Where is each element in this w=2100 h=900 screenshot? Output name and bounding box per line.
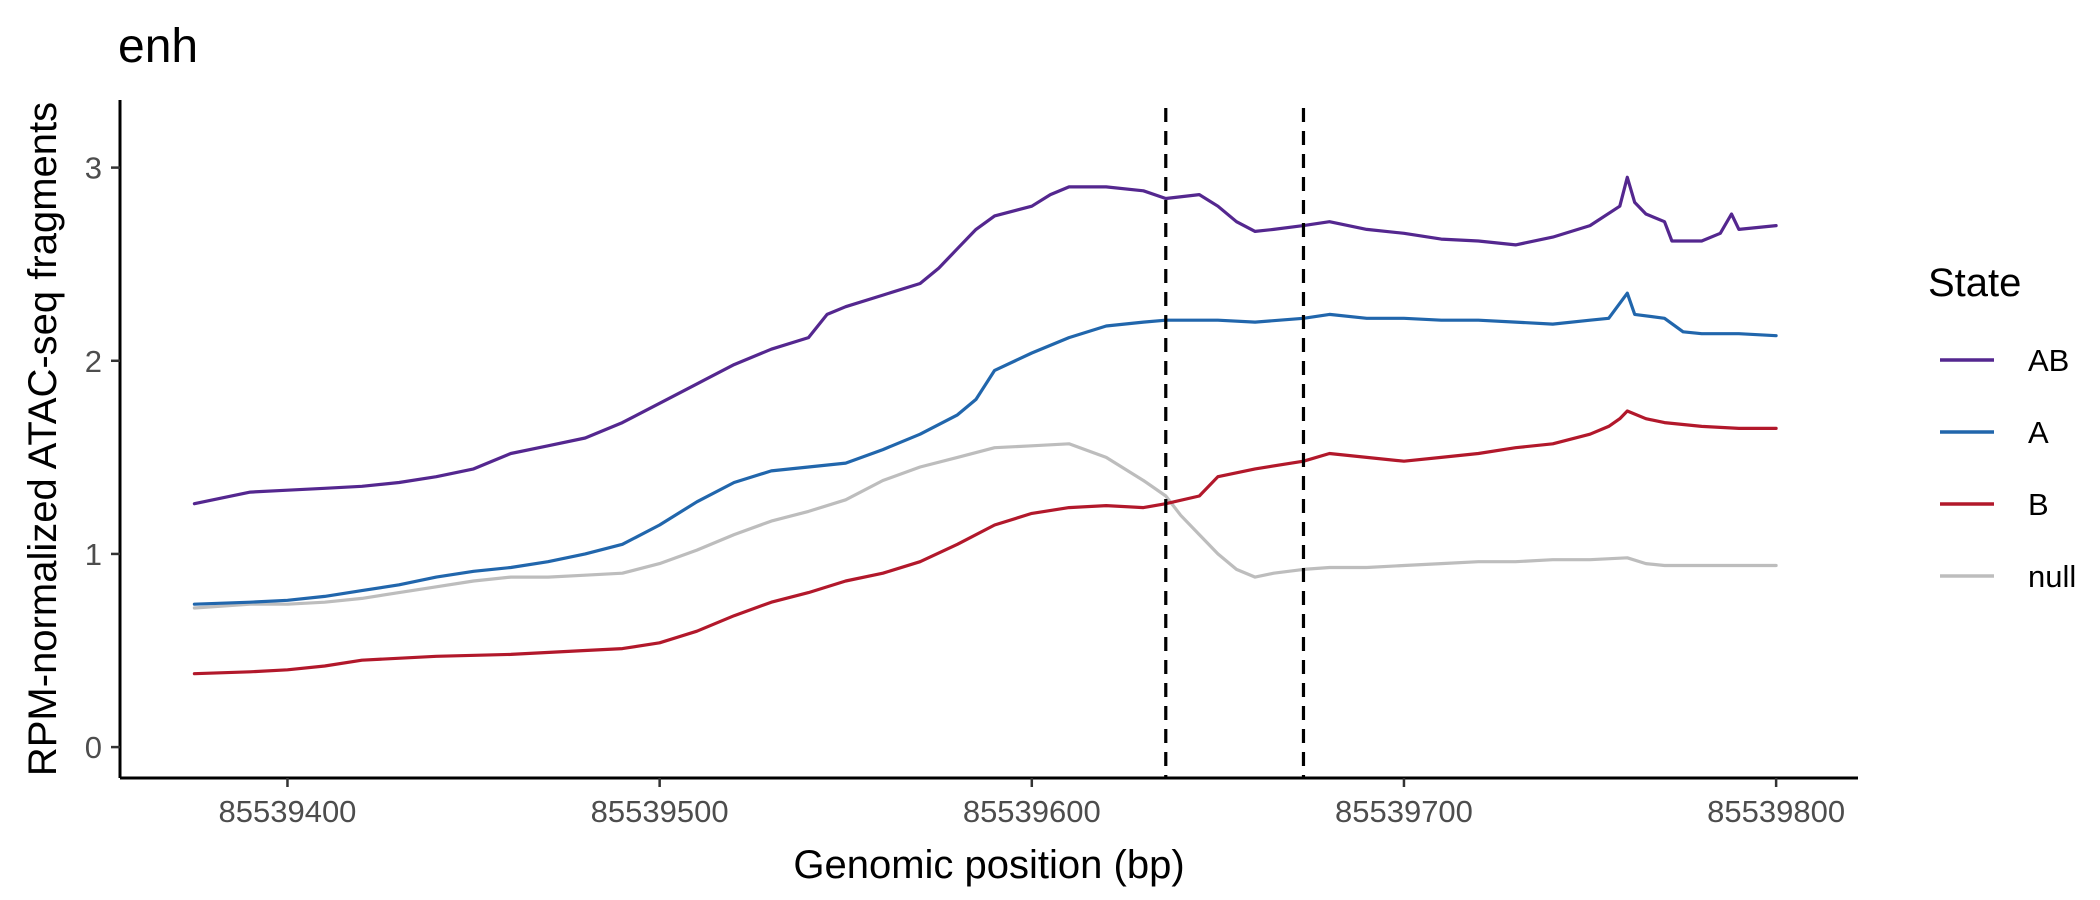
legend-item-A: A xyxy=(1940,415,2049,450)
y-tick-label: 2 xyxy=(85,344,102,379)
legend-label: B xyxy=(2028,487,2049,522)
legend-item-B: B xyxy=(1940,487,2049,522)
x-axis-title: Genomic position (bp) xyxy=(793,843,1184,887)
legend-item-null: null xyxy=(1940,559,2076,594)
y-axis-title: RPM-normalized ATAC-seq fragments xyxy=(21,102,65,776)
x-tick-label: 85539800 xyxy=(1707,794,1845,829)
x-tick-label: 85539700 xyxy=(1335,794,1473,829)
y-tick-label: 3 xyxy=(85,151,102,186)
y-tick-label: 1 xyxy=(85,537,102,572)
series-line-null xyxy=(192,442,1778,610)
legend-item-AB: AB xyxy=(1940,343,2069,378)
y-axis-ticks: 0 1 2 3 xyxy=(85,151,120,765)
chart-title: enh xyxy=(118,20,198,73)
x-tick-label: 85539400 xyxy=(219,794,357,829)
series-line-A xyxy=(192,291,1778,606)
legend-label: A xyxy=(2028,415,2049,450)
legend-label: null xyxy=(2028,559,2076,594)
legend-title: State xyxy=(1928,261,2021,305)
series-line-B xyxy=(192,409,1778,676)
x-tick-label: 85539600 xyxy=(963,794,1101,829)
y-tick-label: 0 xyxy=(85,730,102,765)
x-axis-ticks: 85539400 85539500 85539600 85539700 85539800 xyxy=(219,778,1845,829)
series-layer xyxy=(192,175,1778,676)
legend-label: AB xyxy=(2028,343,2069,378)
reference-lines xyxy=(1164,108,1306,778)
plot-area: 85539400 85539500 85539600 85539700 85539800… xyxy=(85,100,1858,829)
x-tick-label: 85539500 xyxy=(591,794,729,829)
series-line-AB xyxy=(192,175,1778,506)
